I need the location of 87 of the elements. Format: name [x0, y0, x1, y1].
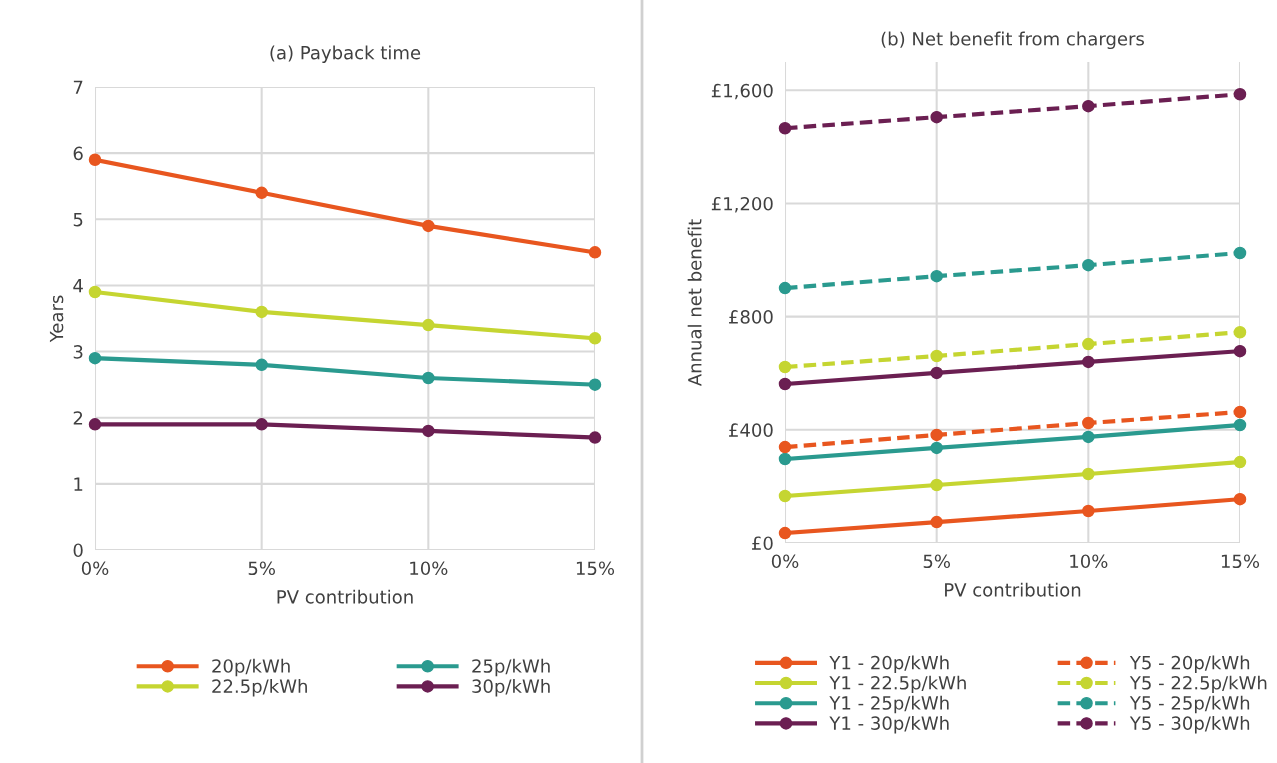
legend-label: 22.5p/kWh — [212, 679, 307, 697]
point — [88, 153, 102, 167]
x-tick-label: 0% — [81, 561, 109, 576]
legend-label: Y5 - 20p/kWh — [1129, 655, 1250, 673]
point — [778, 452, 792, 466]
legend-label: Y5 - 22.5p/kWh — [1129, 675, 1267, 694]
point — [1082, 416, 1095, 430]
point — [255, 358, 268, 372]
point — [422, 318, 435, 332]
point — [1082, 504, 1095, 518]
x-axis-title: PV contribution — [277, 589, 413, 604]
y-tick-label: 7 — [73, 80, 83, 94]
point — [422, 371, 435, 385]
point — [1233, 344, 1247, 358]
point — [1233, 418, 1247, 432]
legend-label: Y1 - 20p/kWh — [829, 655, 949, 673]
y-tick-label: 4 — [73, 279, 83, 293]
y-tick-label: 3 — [73, 345, 83, 359]
y-tick-label: 6 — [73, 146, 83, 161]
y-tick-label: £400 — [729, 423, 773, 437]
y-tick-label: £800 — [729, 310, 773, 324]
x-tick-label: 15% — [1221, 554, 1260, 569]
y-tick-label: £0 — [752, 536, 773, 551]
legend-label: 20p/kWh — [212, 658, 290, 677]
point — [778, 440, 792, 454]
point — [1082, 467, 1095, 481]
point — [930, 349, 943, 363]
x-tick-label: 5% — [248, 561, 275, 576]
point — [930, 441, 943, 455]
x-tick-label: 15% — [576, 561, 615, 576]
legend-label: Y1 - 30p/kWh — [829, 716, 949, 734]
x-tick-label: 0% — [771, 554, 799, 569]
legend-label: 30p/kWh — [472, 679, 550, 697]
legend-label: Y5 - 25p/kWh — [1129, 695, 1250, 714]
y-axis-title: Years — [49, 295, 64, 343]
point — [1233, 492, 1247, 506]
point — [1233, 246, 1247, 260]
point — [778, 121, 792, 135]
point — [1082, 355, 1095, 369]
point — [1082, 337, 1095, 351]
point — [422, 424, 435, 438]
point — [930, 428, 943, 442]
x-tick-label: 5% — [923, 554, 950, 569]
chart-title: (b) Net benefit from chargers — [881, 31, 1144, 50]
x-tick-label: 10% — [1070, 554, 1108, 569]
point — [1233, 88, 1247, 101]
point — [88, 351, 102, 365]
legend-label: Y1 - 22.5p/kWh — [829, 675, 966, 694]
point — [588, 246, 602, 259]
y-tick-label: 2 — [73, 411, 83, 425]
point — [88, 418, 102, 431]
point — [422, 219, 435, 233]
y-tick-label: 5 — [73, 212, 83, 227]
point — [930, 515, 943, 529]
point — [778, 489, 792, 503]
point — [930, 110, 943, 124]
point — [778, 377, 792, 391]
y-axis-title: Annual net benefit — [687, 219, 702, 387]
y-tick-label: £1,200 — [711, 196, 773, 213]
x-tick-label: 10% — [410, 561, 448, 576]
point — [588, 378, 602, 391]
legend-label: Y5 - 30p/kWh — [1129, 716, 1250, 734]
point — [588, 431, 602, 444]
point — [255, 186, 268, 200]
point — [88, 285, 102, 299]
legend-label: 25p/kWh — [472, 658, 550, 677]
point — [778, 526, 792, 540]
point — [1233, 455, 1247, 469]
point — [930, 366, 943, 380]
point — [1082, 99, 1095, 113]
y-tick-label: £1,600 — [711, 83, 773, 100]
point — [255, 305, 268, 319]
legend-label: Y1 - 25p/kWh — [829, 695, 949, 714]
point — [1082, 258, 1095, 272]
point — [778, 281, 792, 295]
y-tick-label: 0 — [73, 543, 83, 558]
point — [930, 478, 943, 492]
point — [1233, 405, 1247, 419]
x-axis-title: PV contribution — [945, 582, 1081, 597]
point — [778, 360, 792, 374]
point — [1082, 430, 1095, 444]
point — [930, 269, 943, 283]
y-tick-label: 1 — [74, 477, 83, 491]
point — [255, 418, 268, 431]
point — [1233, 325, 1247, 339]
point — [588, 332, 602, 345]
chart-title: (a) Payback time — [270, 45, 421, 63]
